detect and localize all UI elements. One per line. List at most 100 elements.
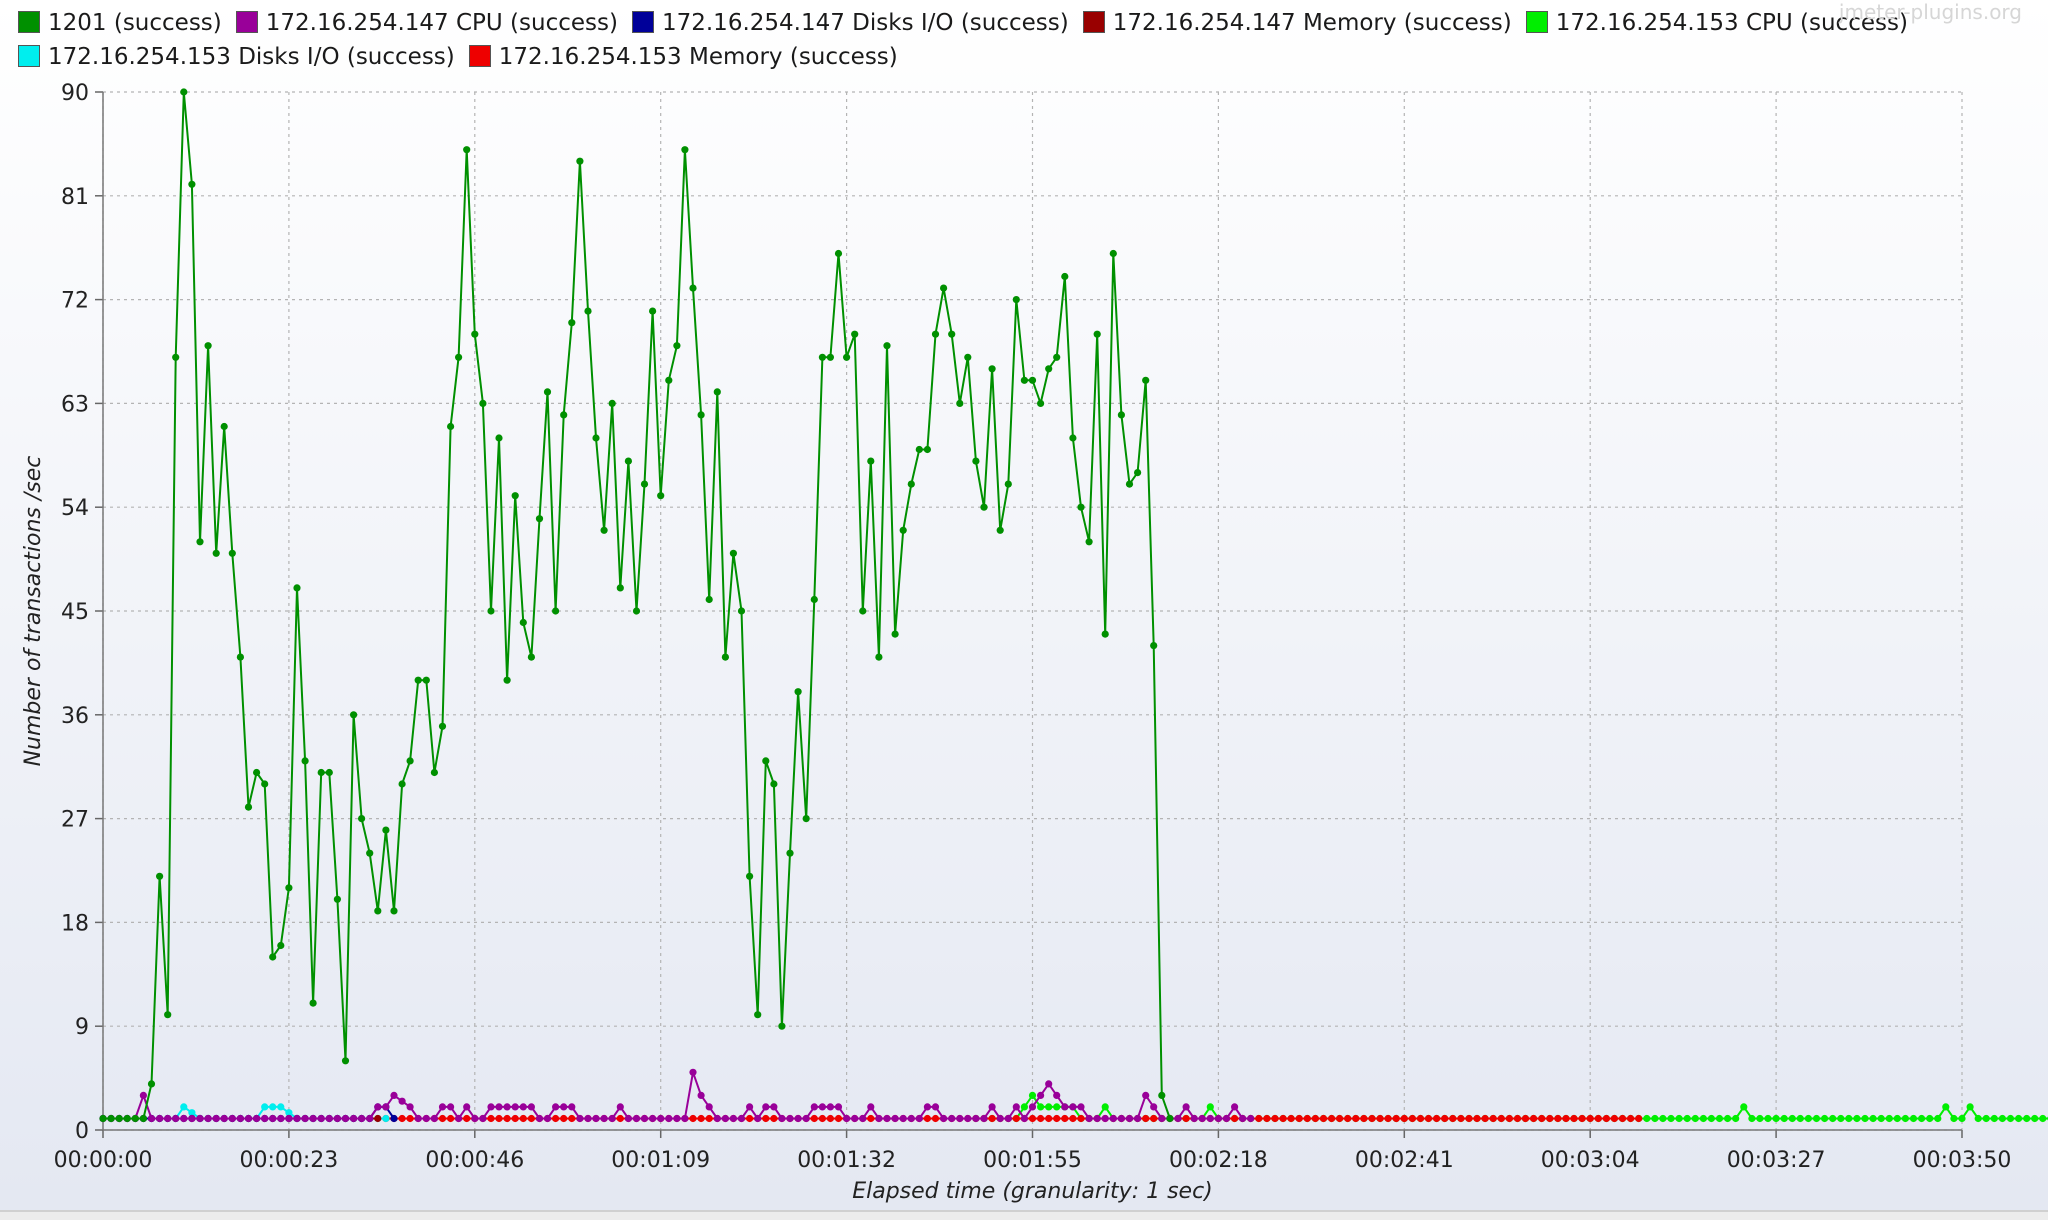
data-point xyxy=(1053,353,1061,361)
data-point xyxy=(495,1114,503,1123)
data-point xyxy=(422,1114,430,1123)
data-point xyxy=(931,330,940,338)
data-point xyxy=(673,342,681,350)
data-point xyxy=(382,826,390,834)
data-point xyxy=(867,1103,875,1111)
data-point xyxy=(503,1103,511,1111)
data-point xyxy=(1012,1103,1020,1111)
x-tick-label: 00:00:46 xyxy=(425,1148,524,1173)
data-point xyxy=(818,1114,827,1123)
data-point xyxy=(350,711,358,719)
grid xyxy=(102,91,1963,1131)
data-point xyxy=(220,1114,228,1123)
data-point xyxy=(1037,1091,1045,1099)
data-point xyxy=(996,526,1004,534)
data-point xyxy=(1998,1114,2006,1123)
data-point xyxy=(172,353,180,361)
data-point xyxy=(923,1114,932,1123)
data-point xyxy=(1174,1114,1182,1123)
data-point xyxy=(810,1103,818,1111)
data-point xyxy=(1715,1114,1724,1123)
data-point xyxy=(1812,1114,1821,1123)
legend-label: 172.16.254.153 Disks I/O (success) xyxy=(48,44,455,70)
data-point xyxy=(883,342,891,350)
data-point xyxy=(1772,1114,1780,1123)
data-point xyxy=(1182,1114,1190,1123)
data-point xyxy=(406,757,414,765)
data-point xyxy=(1344,1114,1352,1123)
data-point xyxy=(277,941,285,950)
data-point xyxy=(479,1114,487,1123)
data-point xyxy=(1134,1114,1142,1123)
data-point xyxy=(196,1114,204,1123)
data-point xyxy=(1061,1114,1069,1123)
data-point xyxy=(1222,1114,1231,1123)
data-point xyxy=(657,492,665,500)
data-point xyxy=(649,307,657,315)
data-point xyxy=(1012,1114,1020,1123)
data-point xyxy=(438,1114,447,1123)
data-point xyxy=(139,1091,147,1099)
data-point xyxy=(915,445,923,454)
data-point xyxy=(390,1114,398,1123)
data-point xyxy=(1360,1114,1368,1123)
data-point xyxy=(107,1114,115,1123)
legend-label: 172.16.254.153 CPU (success) xyxy=(1555,10,1908,36)
data-point xyxy=(1643,1114,1651,1123)
data-point xyxy=(931,1114,940,1123)
data-point xyxy=(721,1114,730,1123)
data-point xyxy=(1295,1114,1303,1123)
data-point xyxy=(1796,1114,1804,1123)
data-point xyxy=(414,1114,422,1123)
data-point xyxy=(600,1114,608,1123)
data-point xyxy=(1206,1114,1214,1123)
data-point xyxy=(1206,1103,1214,1111)
data-point xyxy=(899,526,907,534)
data-point xyxy=(503,1114,511,1123)
data-point xyxy=(1101,1103,1109,1111)
data-point xyxy=(1214,1114,1222,1123)
data-point xyxy=(826,1114,835,1123)
data-point xyxy=(560,1103,568,1111)
data-point xyxy=(988,365,996,373)
y-tick-label: 72 xyxy=(61,289,89,314)
data-point xyxy=(1400,1114,1408,1123)
data-point xyxy=(277,1114,285,1123)
data-point xyxy=(891,630,899,638)
data-point xyxy=(147,1080,156,1088)
data-point xyxy=(358,815,366,823)
data-point xyxy=(463,1114,471,1123)
data-point xyxy=(285,1109,293,1117)
data-point xyxy=(705,1114,713,1123)
series-0 xyxy=(99,88,1174,1123)
legend-swatch xyxy=(1525,11,1548,33)
data-point xyxy=(931,1103,940,1111)
data-point xyxy=(204,342,212,350)
data-point xyxy=(317,768,325,777)
data-point xyxy=(883,1114,891,1123)
data-point xyxy=(1231,1114,1239,1123)
data-point xyxy=(188,180,196,188)
data-point xyxy=(317,1114,325,1123)
data-point xyxy=(341,1057,350,1065)
data-point xyxy=(624,1114,633,1123)
y-tick-label: 63 xyxy=(61,392,89,417)
data-point xyxy=(956,1114,964,1123)
data-point xyxy=(447,1114,455,1123)
data-point xyxy=(560,411,568,419)
data-point xyxy=(810,1114,818,1123)
data-point xyxy=(1109,249,1117,258)
data-point xyxy=(754,1011,762,1019)
data-point xyxy=(1053,1114,1061,1123)
data-point xyxy=(430,1114,438,1123)
y-tick-label: 81 xyxy=(61,185,89,210)
legend-label: 172.16.254.147 Memory (success) xyxy=(1112,10,1512,36)
data-point xyxy=(172,1114,180,1123)
data-point xyxy=(350,1114,358,1123)
data-point xyxy=(729,1114,738,1123)
data-point xyxy=(180,1103,188,1111)
data-point xyxy=(123,1114,131,1123)
data-point xyxy=(511,1103,519,1111)
data-point xyxy=(1336,1114,1344,1123)
data-point xyxy=(398,780,406,788)
